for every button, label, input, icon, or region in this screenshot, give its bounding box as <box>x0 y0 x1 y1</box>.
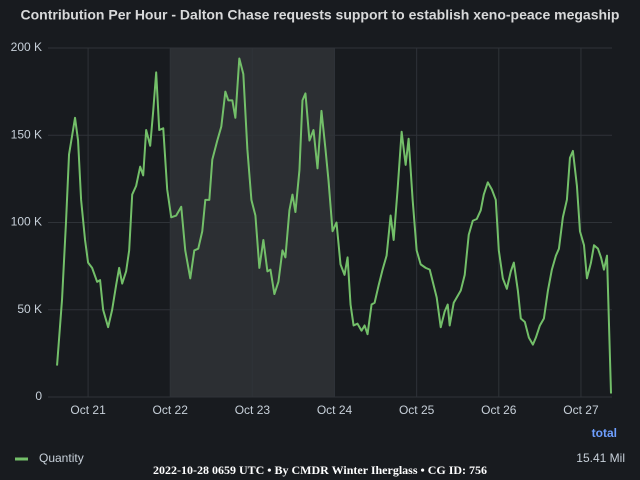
line-series <box>56 57 613 394</box>
y-tick-label: 200 K <box>11 40 42 54</box>
x-tick-label: Oct 24 <box>317 403 353 417</box>
x-tick-label: Oct 26 <box>481 403 517 417</box>
legend-total: 15.41 Mil <box>576 451 625 465</box>
y-tick-label: 50 K <box>17 302 42 316</box>
y-tick-label: 150 K <box>11 127 42 141</box>
footer: 2022-10-28 0659 UTC • By CMDR Winter Ihe… <box>153 463 487 477</box>
x-tick-label: Oct 22 <box>153 403 189 417</box>
y-tick-label: 0 <box>35 389 42 403</box>
legend-label: Quantity <box>39 451 84 465</box>
x-tick-label: Oct 23 <box>235 403 271 417</box>
y-tick-label: 100 K <box>11 215 42 229</box>
chart-title: Contribution Per Hour - Dalton Chase req… <box>21 7 620 23</box>
x-tick-label: Oct 27 <box>563 403 599 417</box>
x-tick-label: Oct 21 <box>70 403 106 417</box>
x-tick-label: Oct 25 <box>399 403 435 417</box>
legend-column-header: total <box>592 426 617 440</box>
